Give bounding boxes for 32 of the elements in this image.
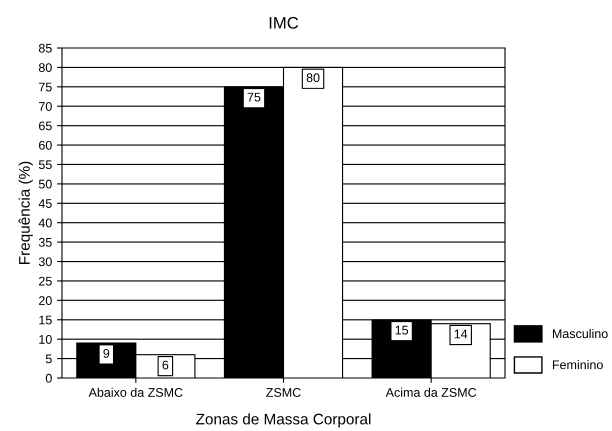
data-label: 6 xyxy=(162,360,168,370)
x-axis-title: Zonas de Massa Corporal xyxy=(196,413,370,428)
y-tick-label: 15 xyxy=(39,316,52,324)
y-tick-label: 70 xyxy=(39,102,52,111)
y-tick-label: 85 xyxy=(38,44,52,53)
data-label: 75 xyxy=(248,92,260,102)
y-tick-label: 80 xyxy=(38,63,52,72)
y-tick-label: 10 xyxy=(39,334,52,344)
chart-title: IMC xyxy=(270,16,298,29)
legend-label: Feminino xyxy=(552,360,603,370)
y-tick-label: 75 xyxy=(39,82,52,92)
y-tick-label: 45 xyxy=(38,199,52,208)
x-tick-label: ZSMC xyxy=(266,388,301,397)
y-tick-label: 55 xyxy=(38,160,52,170)
y-tick-label: 40 xyxy=(38,218,52,228)
y-tick-label: 50 xyxy=(38,180,52,189)
y-tick-label: 60 xyxy=(39,140,52,150)
y-tick-label: 65 xyxy=(39,121,52,130)
data-label: 15 xyxy=(396,326,408,334)
x-tick-label: Acima da ZSMC xyxy=(386,388,476,397)
y-tick-label: 25 xyxy=(39,276,52,286)
y-axis-title: Frequência (%) xyxy=(18,162,33,264)
y-tick-label: 35 xyxy=(38,238,52,247)
x-tick-label: Abaixo da ZSMC xyxy=(88,388,183,397)
data-label: 14 xyxy=(454,330,468,338)
y-tick-label: 20 xyxy=(39,296,52,306)
data-label: 80 xyxy=(306,73,320,82)
data-label: 9 xyxy=(103,348,110,358)
y-tick-label: 30 xyxy=(38,257,52,266)
y-tick-label: 5 xyxy=(46,354,52,364)
legend-label: Masculino xyxy=(552,328,608,338)
y-tick-label: 0 xyxy=(46,374,52,383)
